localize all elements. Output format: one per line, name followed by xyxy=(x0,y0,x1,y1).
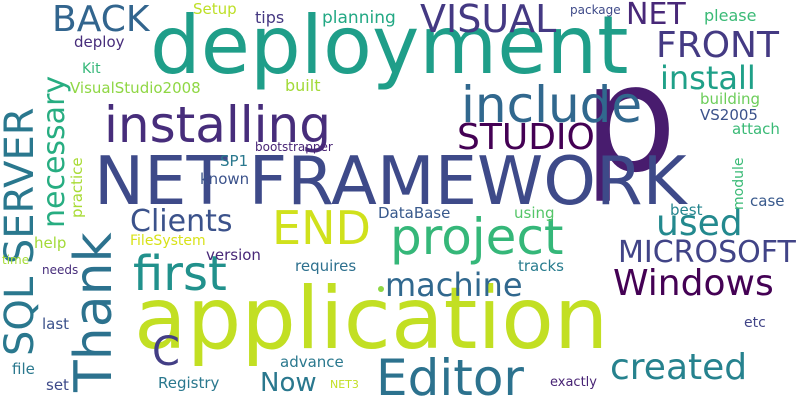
word-vertical: Thank xyxy=(64,232,124,392)
word: NET FRAMEWORK xyxy=(94,142,687,220)
word: building xyxy=(700,90,761,108)
word: using xyxy=(514,204,555,222)
word-vertical: necessary xyxy=(37,75,72,228)
word: deploy xyxy=(74,33,125,51)
word: used xyxy=(656,203,743,244)
word: VISUAL xyxy=(420,0,557,41)
word: END xyxy=(272,201,371,255)
word: Setup xyxy=(193,0,237,18)
word: DataBase xyxy=(378,204,451,222)
word: FRONT xyxy=(656,25,779,66)
word: FileSystem xyxy=(130,233,206,249)
word: Editor xyxy=(376,349,524,400)
word: STUDIO xyxy=(457,117,595,158)
word: p xyxy=(583,33,677,205)
word: SP1 xyxy=(220,152,249,170)
word: NET3 xyxy=(330,378,359,391)
word: help xyxy=(34,234,67,252)
word: needs xyxy=(42,263,79,277)
word: project xyxy=(390,208,564,266)
word: tips xyxy=(255,8,285,27)
word: C xyxy=(152,329,180,375)
word: Kit xyxy=(82,61,101,77)
word: MICROSOFT xyxy=(618,235,796,270)
word: last xyxy=(42,315,70,333)
word: bootstrapper xyxy=(255,140,333,154)
word: machine xyxy=(385,266,523,304)
word: created xyxy=(610,347,748,388)
word: VisualStudio2008 xyxy=(70,79,201,97)
word: Windows xyxy=(613,263,774,304)
word: advance xyxy=(280,353,344,371)
word: BACK xyxy=(52,0,150,40)
word: built xyxy=(285,76,321,95)
word: VS2005 xyxy=(700,106,758,124)
word: deployment xyxy=(150,0,629,92)
word: NET xyxy=(626,0,686,32)
word: planning xyxy=(322,8,396,28)
word: include xyxy=(461,76,643,134)
word: application xyxy=(134,269,609,369)
word: requires xyxy=(295,257,357,275)
word: time xyxy=(2,253,30,267)
word: etc xyxy=(744,315,766,331)
word: please xyxy=(704,6,757,25)
word: known xyxy=(200,170,250,188)
word: exactly xyxy=(550,375,597,390)
word: set xyxy=(46,376,69,394)
word: attach xyxy=(732,120,780,138)
word: first xyxy=(133,246,227,302)
word: package xyxy=(570,3,621,17)
word: Registry xyxy=(158,374,220,392)
word-vertical: SQL SERVER xyxy=(0,107,43,356)
word: Now xyxy=(260,368,317,398)
word: tracks xyxy=(518,257,564,275)
word-vertical: module xyxy=(731,157,747,210)
word: best xyxy=(670,201,703,219)
word: Clients xyxy=(130,204,233,239)
word: install xyxy=(660,59,756,97)
punctuation-dot xyxy=(378,286,384,292)
word: installing xyxy=(104,96,331,154)
word: file xyxy=(12,360,35,378)
word-vertical: practice xyxy=(68,157,86,218)
word: case xyxy=(750,192,785,210)
word: version xyxy=(206,246,261,264)
